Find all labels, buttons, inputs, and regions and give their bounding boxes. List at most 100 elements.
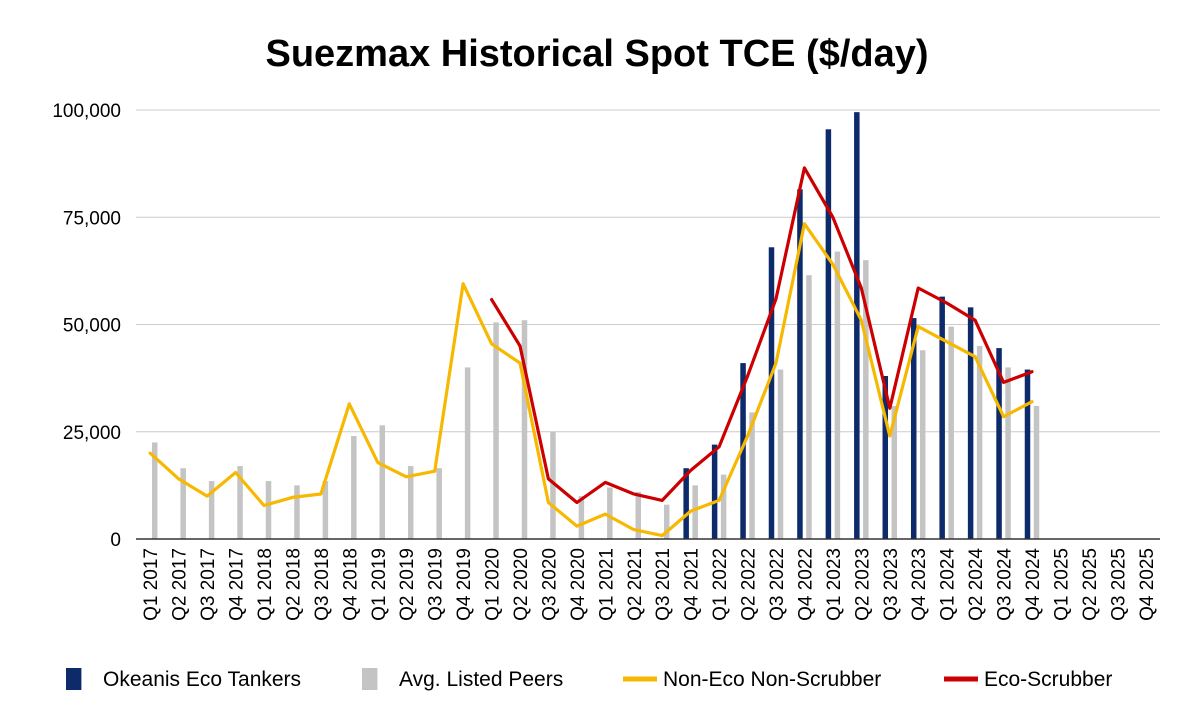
bar-okeanis-eco-tankers: [683, 468, 689, 539]
x-tick-label: Q1 2018: [255, 548, 276, 621]
bar-avg-listed-peers: [379, 425, 386, 539]
x-tick-label: Q4 2020: [568, 548, 589, 621]
legend-label-eco-scrubber: Eco-Scrubber: [984, 668, 1112, 691]
x-tick-label: Q3 2023: [881, 548, 902, 621]
legend-swatch-eco-scrubber: [944, 676, 978, 682]
x-tick-label: Q2 2024: [966, 548, 987, 621]
y-tick-label: 25,000: [63, 423, 121, 444]
bar-avg-listed-peers: [1033, 406, 1040, 539]
bar-okeanis-eco-tankers: [1024, 369, 1031, 539]
line-eco-scrubber: [490, 166, 1034, 505]
x-tick-label: Q2 2018: [283, 548, 304, 621]
legend-label-okeanis-eco-tankers: Okeanis Eco Tankers: [103, 668, 301, 691]
x-tick-label: Q2 2019: [397, 548, 418, 621]
legend-swatch-avg-listed-peers: [362, 668, 378, 690]
legend-swatch-okeanis-eco-tankers: [66, 668, 82, 690]
x-tick-label: Q1 2024: [938, 548, 959, 621]
x-tick-label: Q1 2021: [596, 548, 617, 621]
bar-avg-listed-peers: [1005, 367, 1011, 539]
bar-avg-listed-peers: [720, 474, 727, 539]
bar-avg-listed-peers: [180, 468, 186, 539]
x-tick-label: Q1 2017: [141, 548, 162, 621]
x-tick-label: Q3 2024: [995, 548, 1016, 621]
bar-avg-listed-peers: [208, 481, 215, 539]
x-tick-label: Q3 2018: [312, 548, 333, 621]
line-non-eco-non-scrubber: [148, 222, 1034, 538]
x-tick-label: Q4 2021: [682, 548, 703, 621]
bar-avg-listed-peers: [407, 466, 414, 539]
bar-avg-listed-peers: [237, 466, 243, 539]
bar-avg-listed-peers: [550, 431, 556, 539]
bar-avg-listed-peers: [151, 442, 158, 539]
bar-avg-listed-peers: [692, 485, 698, 539]
x-tick-label: Q2 2021: [625, 548, 646, 621]
x-tick-label: Q2 2023: [852, 548, 873, 621]
x-tick-label: Q3 2019: [426, 548, 447, 621]
bar-avg-listed-peers: [976, 345, 983, 539]
bar-okeanis-eco-tankers: [711, 444, 718, 539]
x-tick-label: Q4 2022: [795, 548, 816, 621]
bar-avg-listed-peers: [777, 369, 784, 539]
bar-avg-listed-peers: [578, 496, 585, 539]
bar-okeanis-eco-tankers: [740, 363, 746, 539]
x-tick-label: Q3 2022: [767, 548, 788, 621]
bar-avg-listed-peers: [294, 485, 300, 539]
bar-avg-listed-peers: [919, 350, 926, 539]
bar-avg-listed-peers: [863, 260, 869, 539]
y-tick-label: 100,000: [52, 101, 121, 122]
bar-avg-listed-peers: [493, 322, 499, 539]
x-tick-label: Q3 2025: [1108, 548, 1129, 621]
bar-avg-listed-peers: [607, 487, 613, 539]
x-tick-label: Q3 2020: [539, 548, 560, 621]
x-tick-label: Q4 2025: [1137, 548, 1158, 621]
chart-title: Suezmax Historical Spot TCE ($/day): [265, 33, 928, 75]
x-tick-label: Q1 2019: [369, 548, 390, 621]
x-tick-label: Q2 2020: [511, 548, 532, 621]
bar-avg-listed-peers: [663, 504, 670, 539]
x-tick-label: Q4 2018: [340, 548, 361, 621]
bar-okeanis-eco-tankers: [967, 307, 974, 539]
bar-okeanis-eco-tankers: [910, 318, 917, 539]
bar-avg-listed-peers: [322, 481, 329, 539]
legend: Okeanis Eco Tankers Avg. Listed Peers Non-…: [66, 668, 1112, 691]
y-tick-label: 0: [110, 530, 121, 551]
bar-avg-listed-peers: [635, 491, 642, 539]
bar-avg-listed-peers: [265, 481, 272, 539]
bar-avg-listed-peers: [436, 468, 442, 539]
bar-avg-listed-peers: [351, 436, 357, 539]
bar-series: [151, 112, 1040, 540]
x-tick-label: Q1 2020: [483, 548, 504, 621]
x-tick-label: Q3 2017: [198, 548, 219, 621]
bar-avg-listed-peers: [948, 326, 954, 539]
x-tick-label: Q1 2022: [710, 548, 731, 621]
bar-okeanis-eco-tankers: [825, 129, 832, 539]
line-series: [148, 166, 1034, 538]
x-tick-label: Q2 2022: [739, 548, 760, 621]
x-tick-label: Q2 2017: [170, 548, 191, 621]
x-tick-label: Q3 2021: [653, 548, 674, 621]
bar-avg-listed-peers: [806, 275, 812, 539]
y-tick-label: 50,000: [63, 316, 121, 337]
x-tick-label: Q4 2024: [1023, 548, 1044, 621]
bar-avg-listed-peers: [834, 251, 841, 539]
bar-avg-listed-peers: [749, 412, 755, 539]
bar-okeanis-eco-tankers: [854, 112, 860, 540]
bar-okeanis-eco-tankers: [882, 375, 889, 539]
y-axis-tick-labels: 0 25,000 50,000 75,000 100,000: [52, 101, 121, 551]
bar-okeanis-eco-tankers: [939, 296, 945, 539]
bar-okeanis-eco-tankers: [797, 189, 803, 540]
bar-okeanis-eco-tankers: [768, 247, 775, 539]
x-tick-label: Q4 2023: [909, 548, 930, 621]
y-tick-label: 75,000: [63, 208, 121, 229]
x-tick-label: Q4 2019: [454, 548, 475, 621]
x-tick-label: Q1 2025: [1051, 548, 1072, 621]
legend-label-non-eco-non-scrubber: Non-Eco Non-Scrubber: [663, 668, 881, 691]
x-tick-label: Q2 2025: [1080, 548, 1101, 621]
gridlines: [136, 109, 1160, 433]
x-tick-label: Q4 2017: [227, 548, 248, 621]
legend-swatch-non-eco-non-scrubber: [623, 676, 657, 682]
bar-avg-listed-peers: [464, 367, 471, 539]
bar-avg-listed-peers: [521, 320, 528, 539]
bar-okeanis-eco-tankers: [996, 348, 1002, 539]
